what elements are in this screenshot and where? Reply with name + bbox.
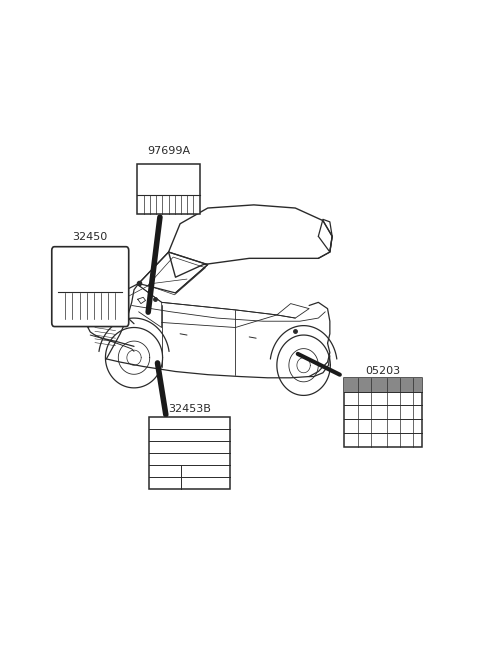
Bar — [344, 378, 422, 392]
Text: 05203: 05203 — [365, 366, 400, 376]
Bar — [344, 378, 422, 447]
Text: 32453B: 32453B — [168, 403, 211, 414]
Bar — [137, 164, 200, 214]
Text: 32450: 32450 — [72, 232, 108, 242]
FancyBboxPatch shape — [52, 247, 129, 327]
Bar — [149, 417, 229, 489]
Text: 97699A: 97699A — [147, 146, 190, 156]
